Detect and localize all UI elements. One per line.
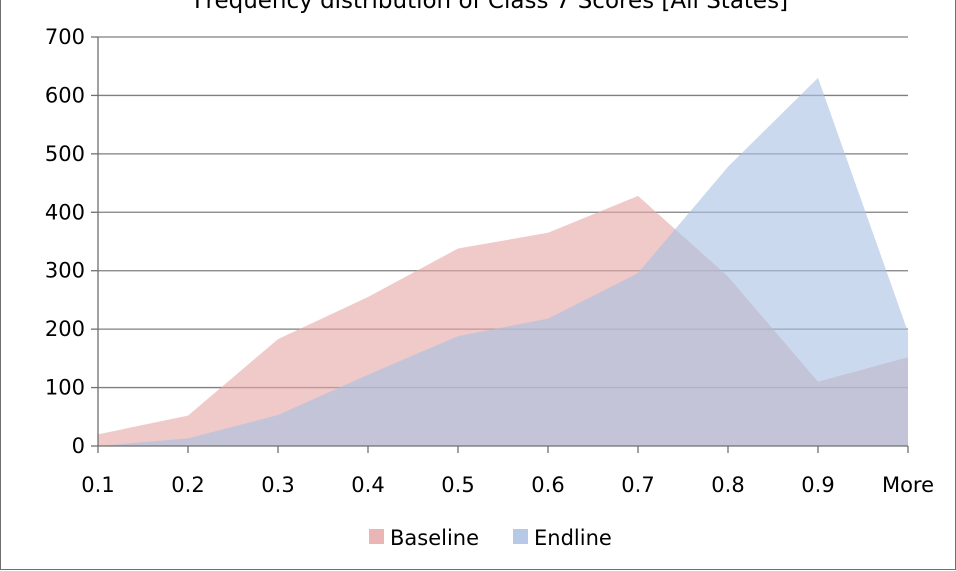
y-tick-labels: 0 100 200 300 400 500 600 700 (45, 25, 85, 458)
chart-title: Frequency distribution of Class 7 Scores… (194, 0, 788, 14)
x-tick-label: 0.5 (441, 473, 474, 497)
legend-label-baseline: Baseline (390, 526, 479, 550)
y-tick-label: 200 (45, 317, 85, 341)
x-tick-label: 0.8 (711, 473, 744, 497)
x-tick-labels: 0.1 0.2 0.3 0.4 0.5 0.6 0.7 0.8 0.9 More (81, 473, 934, 497)
x-tick-label: 0.3 (261, 473, 294, 497)
x-tick-label: 0.6 (531, 473, 564, 497)
axes (91, 36, 909, 453)
y-tick-label: 700 (45, 25, 85, 49)
x-tick-label: 0.1 (81, 473, 114, 497)
y-tick-label: 500 (45, 142, 85, 166)
legend-label-endline: Endline (534, 526, 612, 550)
x-tick-label: 0.7 (621, 473, 654, 497)
y-tick-label: 600 (45, 83, 85, 107)
y-tick-label: 300 (45, 259, 85, 283)
series-areas (98, 77, 908, 447)
x-tick-label: 0.9 (801, 473, 834, 497)
series-area-endline (98, 77, 908, 447)
legend: Baseline Endline (369, 526, 612, 550)
legend-swatch-baseline (369, 529, 384, 544)
y-tick-label: 400 (45, 200, 85, 224)
x-tick-label: 0.2 (171, 473, 204, 497)
y-tick-label: 0 (72, 434, 85, 458)
y-tick-label: 100 (45, 376, 85, 400)
legend-swatch-endline (513, 529, 528, 544)
x-tick-label: More (882, 473, 934, 497)
x-tick-label: 0.4 (351, 473, 384, 497)
